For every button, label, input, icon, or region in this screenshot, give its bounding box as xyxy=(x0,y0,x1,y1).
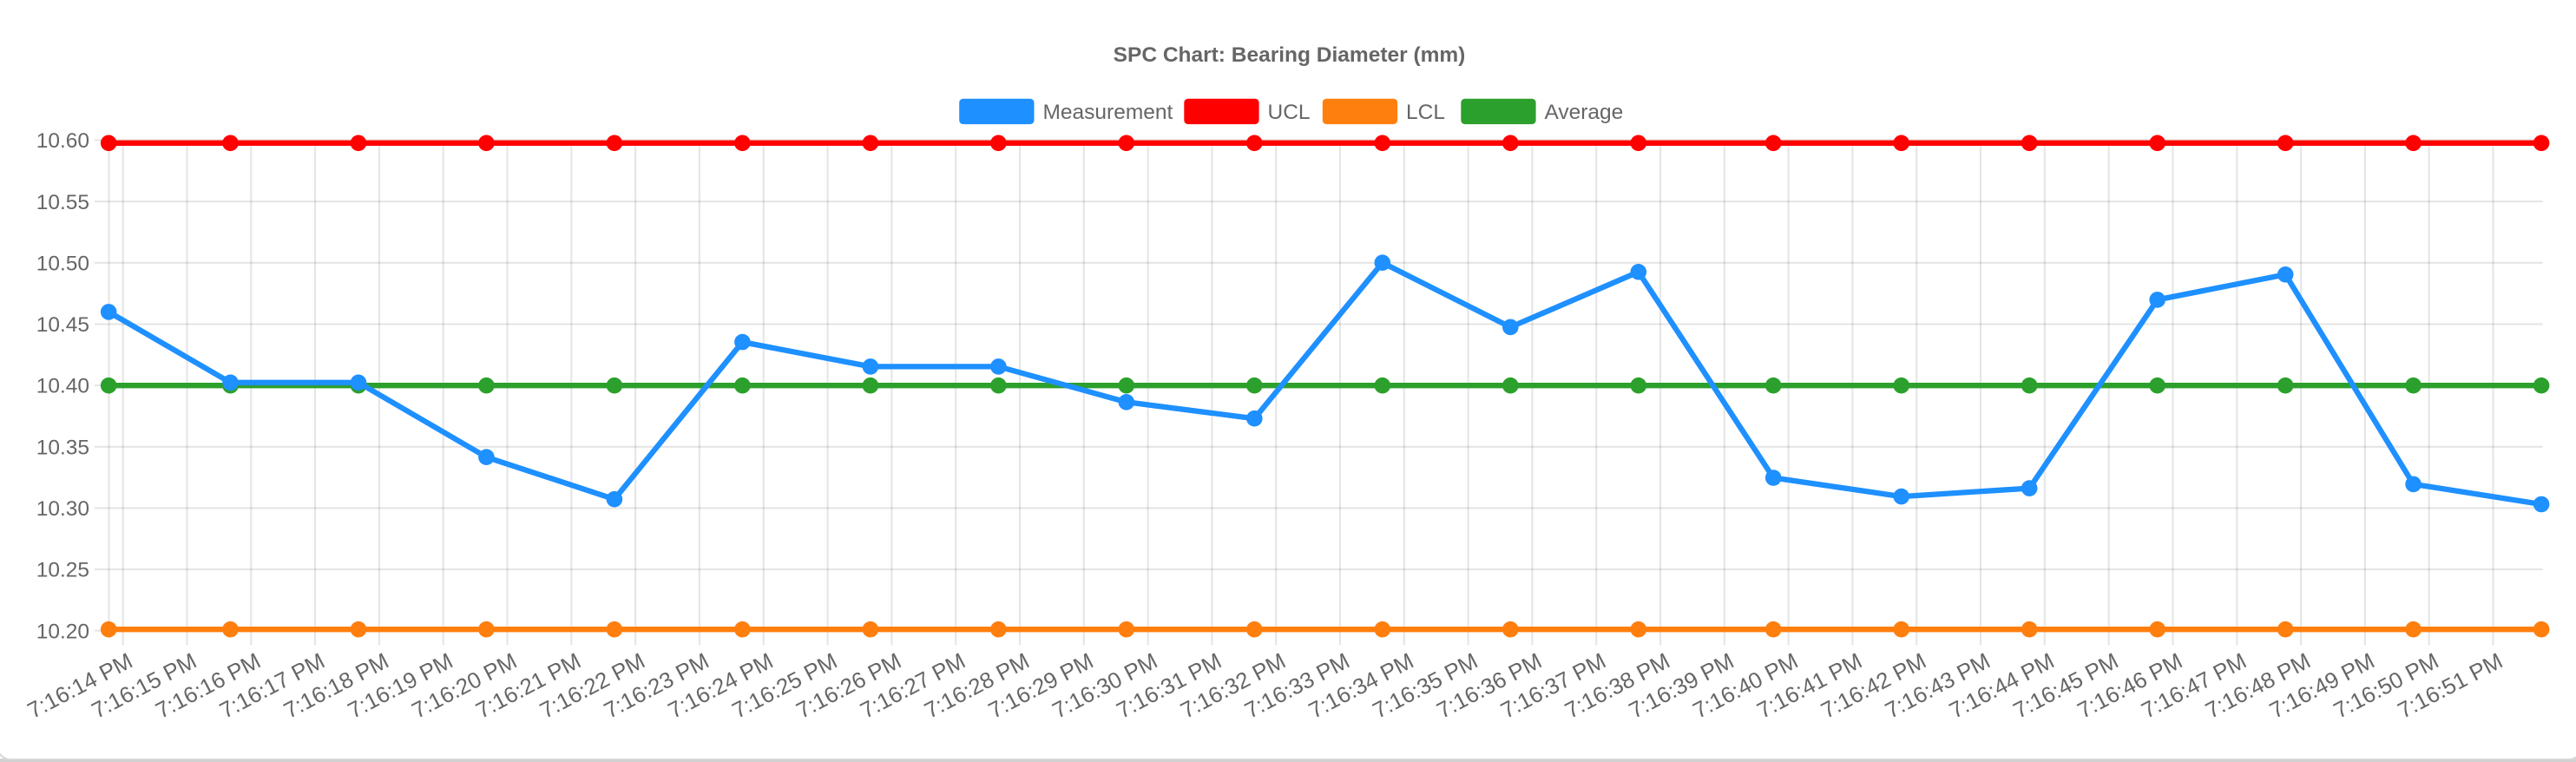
svg-text:10.30: 10.30 xyxy=(36,497,89,521)
svg-text:10.40: 10.40 xyxy=(36,375,89,398)
svg-text:10.20: 10.20 xyxy=(36,620,89,643)
svg-text:Measurement: Measurement xyxy=(1043,101,1173,124)
svg-text:10.45: 10.45 xyxy=(36,313,89,337)
svg-text:10.50: 10.50 xyxy=(36,252,89,275)
svg-text:10.35: 10.35 xyxy=(36,436,89,459)
svg-text:Average: Average xyxy=(1545,101,1624,124)
svg-text:LCL: LCL xyxy=(1406,101,1445,124)
svg-text:10.60: 10.60 xyxy=(36,129,89,153)
svg-text:UCL: UCL xyxy=(1268,101,1311,124)
svg-text:10.55: 10.55 xyxy=(36,191,89,214)
svg-text:SPC Chart: Bearing Diameter (m: SPC Chart: Bearing Diameter (mm) xyxy=(1114,43,1466,67)
svg-text:10.25: 10.25 xyxy=(36,559,89,582)
